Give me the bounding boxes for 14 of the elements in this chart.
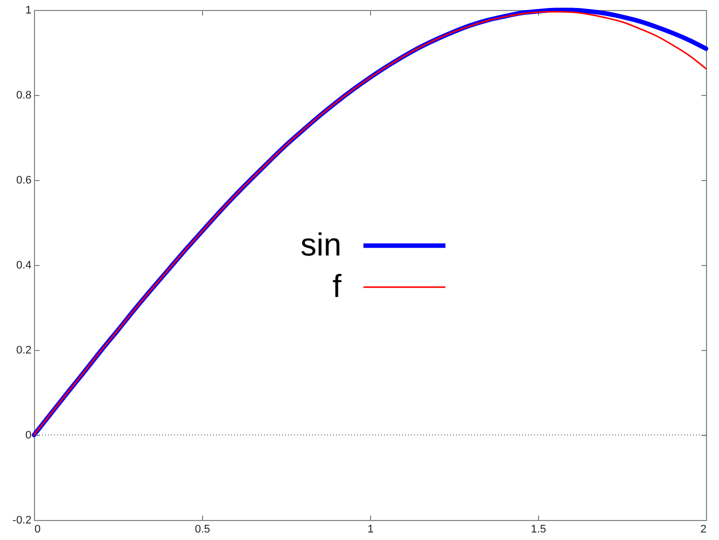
x-tick-label: 2 [700,524,706,536]
y-tick-label: 0.4 [16,260,32,272]
y-tick-label: 1 [25,4,32,16]
y-tick-label: 0.8 [16,90,32,102]
x-tick-label: 0 [34,524,41,536]
x-tick-label: 0.5 [194,524,210,536]
y-tick-label: -0.2 [12,514,32,526]
x-tick-label: 1 [367,524,374,536]
legend-label: sin [300,226,342,263]
legend-label: f [332,268,342,304]
x-tick-label: 1.5 [530,524,546,536]
y-tick-label: 0.2 [16,344,32,356]
y-tick-label: 0 [25,430,32,442]
y-tick-label: 0.6 [16,174,32,186]
